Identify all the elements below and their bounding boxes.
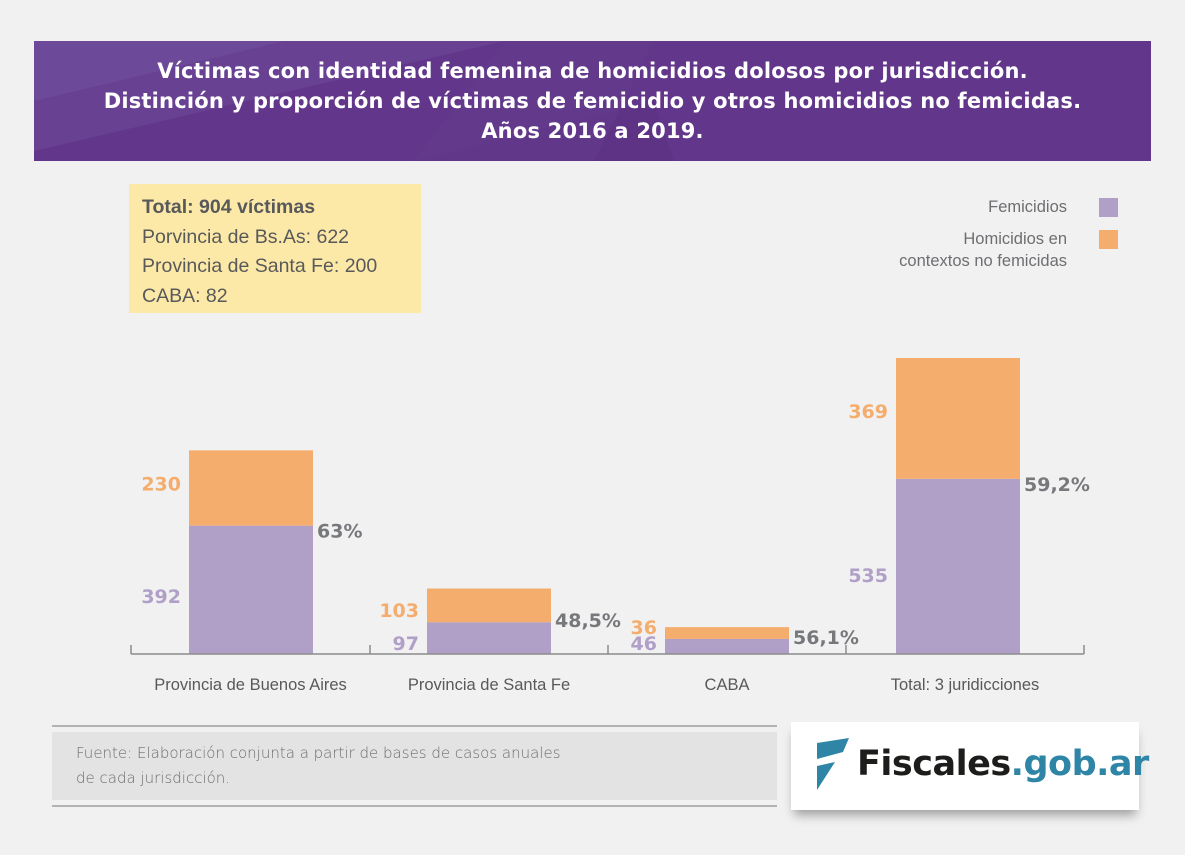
- legend-label-otros-line1: Homicidios en: [963, 230, 1067, 248]
- logo-text-gob-ar: .gob.ar: [1010, 744, 1150, 784]
- totals-santa-fe: Provincia de Santa Fe: 200: [142, 255, 378, 277]
- value-label-femicidios-total-3-juridicciones: 535: [848, 565, 888, 587]
- value-label-femicidios-provincia-de-santa-fe: 97: [393, 633, 419, 655]
- category-label-provincia-de-buenos-aires: Provincia de Buenos Aires: [154, 676, 347, 694]
- bar-femicidios-provincia-de-santa-fe: [427, 622, 551, 654]
- source-note: Fuente: Elaboración conjunta a partir de…: [52, 725, 777, 807]
- value-label-otros-provincia-de-buenos-aires: 230: [141, 473, 181, 495]
- title-banner: Víctimas con identidad femenina de homic…: [34, 41, 1151, 161]
- value-label-otros-provincia-de-santa-fe: 103: [379, 600, 419, 622]
- legend-label-femicidios: Femicidios: [988, 198, 1067, 216]
- title-line-3: Años 2016 a 2019.: [481, 119, 704, 143]
- percent-label-provincia-de-buenos-aires: 63%: [317, 521, 362, 543]
- bar-otros-provincia-de-buenos-aires: [189, 450, 313, 526]
- legend-swatch-femicidios: [1099, 198, 1118, 217]
- legend-label-otros: Homicidios en contextos no femicidas: [899, 228, 1067, 272]
- source-line-2: de cada jurisdicción.: [76, 769, 231, 787]
- value-label-femicidios-provincia-de-buenos-aires: 392: [141, 586, 181, 608]
- category-label-caba: CABA: [705, 676, 750, 694]
- source-line-1: Fuente: Elaboración conjunta a partir de…: [76, 744, 561, 762]
- bar-femicidios-caba: [665, 638, 789, 654]
- totals-title: Total: 904 víctimas: [142, 196, 316, 218]
- logo-text-fiscales: Fiscales: [857, 744, 1011, 784]
- totals-buenos-aires: Porvincia de Bs.As: 622: [142, 225, 350, 248]
- percent-label-provincia-de-santa-fe: 48,5%: [555, 610, 621, 632]
- totals-caba: CABA: 82: [142, 284, 228, 307]
- value-label-otros-caba: 36: [631, 617, 657, 639]
- title-line-2: Distinción y proporción de víctimas de f…: [103, 89, 1082, 113]
- bar-femicidios-total-3-juridicciones: [896, 478, 1020, 654]
- fiscales-logo[interactable]: Fiscales.gob.ar: [791, 722, 1149, 810]
- percent-label-caba: 56,1%: [793, 627, 859, 649]
- value-label-femicidios-caba: 46: [631, 633, 657, 655]
- totals-box: Total: 904 víctimas Porvincia de Bs.As: …: [129, 184, 421, 313]
- bar-otros-provincia-de-santa-fe: [427, 588, 551, 623]
- banner-facets-decoration: [34, 41, 674, 161]
- bar-femicidios-provincia-de-buenos-aires: [189, 525, 313, 654]
- title-line-1: Víctimas con identidad femenina de homic…: [157, 59, 1028, 83]
- percent-label-total-3-juridicciones: 59,2%: [1024, 474, 1090, 496]
- value-label-otros-total-3-juridicciones: 369: [848, 401, 888, 423]
- legend-swatch-otros: [1099, 230, 1118, 249]
- category-label-provincia-de-santa-fe: Provincia de Santa Fe: [408, 676, 570, 694]
- category-label-total-3-juridicciones: Total: 3 juridicciones: [891, 676, 1040, 694]
- bar-otros-caba: [665, 627, 789, 639]
- legend-label-otros-line2: contextos no femicidas: [899, 252, 1067, 270]
- fiscales-f-icon: [817, 738, 849, 790]
- logo-wordmark: Fiscales.gob.ar: [857, 744, 1149, 784]
- bar-otros-total-3-juridicciones: [896, 358, 1020, 479]
